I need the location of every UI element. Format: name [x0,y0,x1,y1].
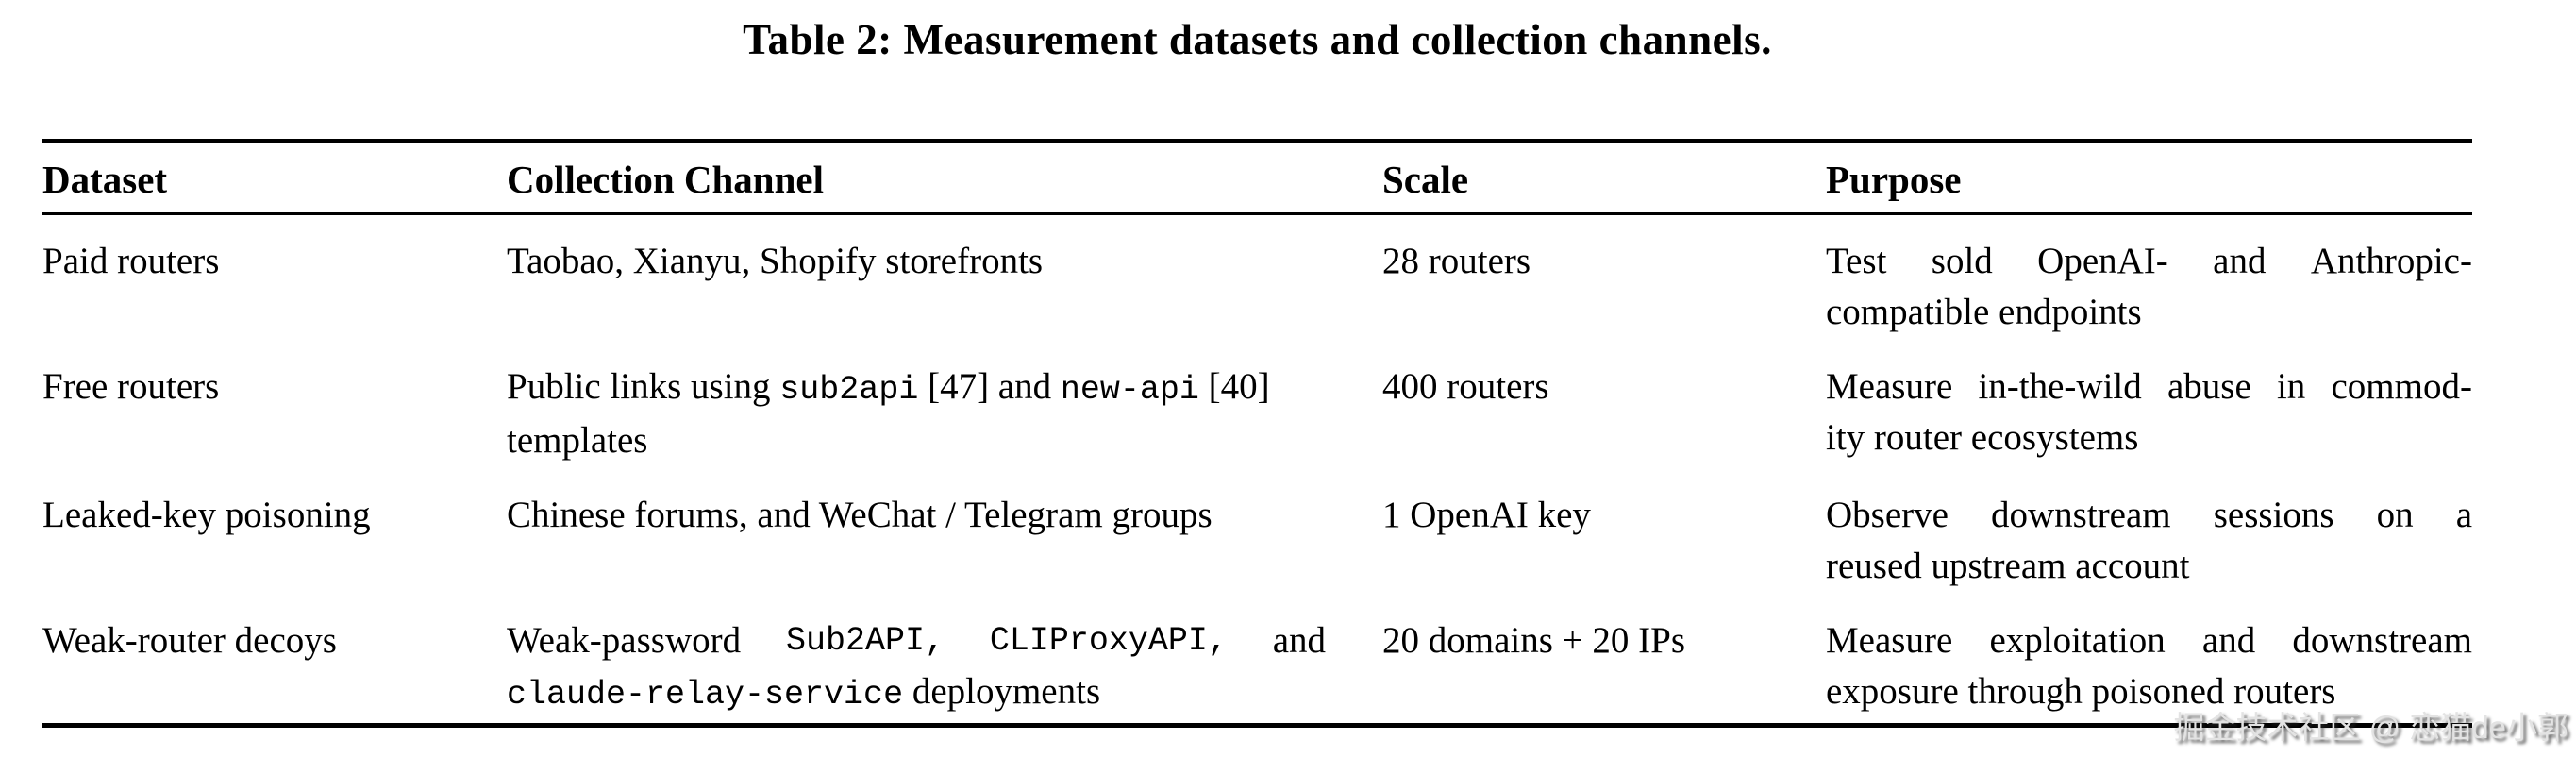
word: Weak-password [507,620,742,661]
text-segment: 400 routers [1382,366,1549,407]
column-header-collection-channel: Collection Channel [507,141,1382,215]
cell-scale: 1 OpenAI key [1382,469,1826,595]
cell-scale: 400 routers [1382,341,1826,469]
text-segment: Taobao, Xianyu, Shopify storefronts [507,241,1044,281]
word: Measure [1826,366,1953,407]
cell-line: ity router ecosystems [1826,412,2472,463]
cell-line: Free routers [42,362,450,412]
table-row: Paid routers Taobao, Xianyu, Shopify stor… [42,214,2472,342]
word: in-the-wild [1978,366,2142,407]
cell-purpose: Measure in-the-wild abuse in commod-ity rout… [1826,341,2472,469]
text-segment: exposure through poisoned routers [1826,671,2336,712]
cell-line: Observe downstream sessions on a [1826,490,2472,541]
table-header-row: Dataset Collection Channel Scale Purpose [42,141,2472,215]
table-row: Weak-router decoys Weak-password Sub2API, C… [42,595,2472,726]
text-segment: templates [507,420,648,461]
cell-line: Public links using sub2api [47] and new-… [507,362,1326,415]
table-header: Dataset Collection Channel Scale Purpose [42,141,2472,215]
cell-line: Weak-router decoys [42,615,450,666]
text-segment: 1 OpenAI key [1382,495,1591,535]
code-term: CLIProxyAPI, [989,622,1228,660]
cell-line: Test sold OpenAI-and Anthropic- [1826,236,2472,287]
word: sold [1931,241,1993,281]
word: downstream [2292,620,2472,661]
cell-line: claude-relay-service deployments [507,666,1326,720]
column-header-scale: Scale [1382,141,1826,215]
cell-scale: 20 domains + 20 IPs [1382,595,1826,726]
word: sessions [2213,495,2334,535]
word: Test [1826,241,1887,281]
watermark: 掘金技术社区 @ 恋猫de小郭 [2173,710,2568,745]
cell-line: Taobao, Xianyu, Shopify storefronts [507,236,1326,287]
cell-line: 400 routers [1382,362,1769,412]
cell-dataset: Leaked-key poisoning [42,469,507,595]
cell-line: reused upstream account [1826,541,2472,592]
text-segment: Chinese forums, and WeChat / Telegram gr… [507,495,1213,535]
cell-purpose: Test sold OpenAI-and Anthropic-compatible e… [1826,214,2472,342]
text-segment: reused upstream account [1826,546,2190,586]
table-row: Leaked-key poisoning Chinese forums, and … [42,469,2472,595]
table-caption: Table 2: Measurement datasets and collec… [743,16,1772,63]
cell-scale: 28 routers [1382,214,1826,342]
cell-line: Paid routers [42,236,450,287]
code-term: claude-relay-service [507,676,904,714]
code-term: sub2api [779,371,919,409]
text-segment: [47] and [918,366,1061,407]
code-term: Sub2API, [785,622,945,660]
column-header-purpose: Purpose [1826,141,2472,215]
text-segment: compatible endpoints [1826,292,2142,332]
word: Measure [1826,620,1953,661]
word: and [1272,620,1326,661]
cell-dataset: Weak-router decoys [42,595,507,726]
word: downstream [1991,495,2171,535]
table-body: Paid routers Taobao, Xianyu, Shopify stor… [42,214,2472,726]
cell-line: Leaked-key poisoning [42,490,450,541]
word: on [2376,495,2414,535]
text-segment: Leaked-key poisoning [42,495,371,535]
cell-line: Measure exploitation and downstream [1826,615,2472,666]
cell-line: compatible endpoints [1826,287,2472,338]
cell-purpose: Observe downstream sessions on a reused upstr… [1826,469,2472,595]
text-segment: deployments [903,671,1101,712]
cell-line: 28 routers [1382,236,1769,287]
cell-line: 20 domains + 20 IPs [1382,615,1769,666]
text-segment: Paid routers [42,241,220,281]
word: in [2276,366,2306,407]
word: Anthropic- [2310,241,2472,281]
text-segment: Public links using [507,366,780,407]
cell-line: templates [507,415,1326,466]
cell-line: exposure through poisoned routers [1826,666,2472,717]
text-segment: [40] [1198,366,1270,407]
text-segment: ity router ecosystems [1826,417,2139,458]
cell-collection-channel: Weak-password Sub2API, CLIProxyAPI, and clau… [507,595,1382,726]
cell-dataset: Free routers [42,341,507,469]
cell-purpose: Measure exploitation and downstream exposure… [1826,595,2472,726]
column-header-dataset: Dataset [42,141,507,215]
table-row: Free routers Public links using sub2api [… [42,341,2472,469]
text-segment: 20 domains + 20 IPs [1382,620,1686,661]
word: OpenAI- [2037,241,2168,281]
text-segment: Free routers [42,366,220,407]
cell-collection-channel: Taobao, Xianyu, Shopify storefronts [507,214,1382,342]
measurement-datasets-table: Dataset Collection Channel Scale Purpose… [42,139,2472,728]
cell-line: Chinese forums, and WeChat / Telegram gr… [507,490,1326,541]
cell-line: Measure in-the-wild abuse in commod- [1826,362,2472,412]
cell-collection-channel: Public links using sub2api [47] and new-… [507,341,1382,469]
word: exploitation [1989,620,2166,661]
word: and [2213,241,2267,281]
cell-dataset: Paid routers [42,214,507,342]
word: Observe [1826,495,1949,535]
cell-line: Weak-password Sub2API, CLIProxyAPI, and [507,615,1326,666]
word: abuse [2166,366,2251,407]
code-term: new-api [1060,371,1199,409]
word: a [2455,495,2472,535]
cell-line: 1 OpenAI key [1382,490,1769,541]
word: commod- [2331,366,2472,407]
text-segment: 28 routers [1382,241,1531,281]
word: and [2201,620,2256,661]
text-segment: Weak-router decoys [42,620,337,661]
cell-collection-channel: Chinese forums, and WeChat / Telegram gr… [507,469,1382,595]
